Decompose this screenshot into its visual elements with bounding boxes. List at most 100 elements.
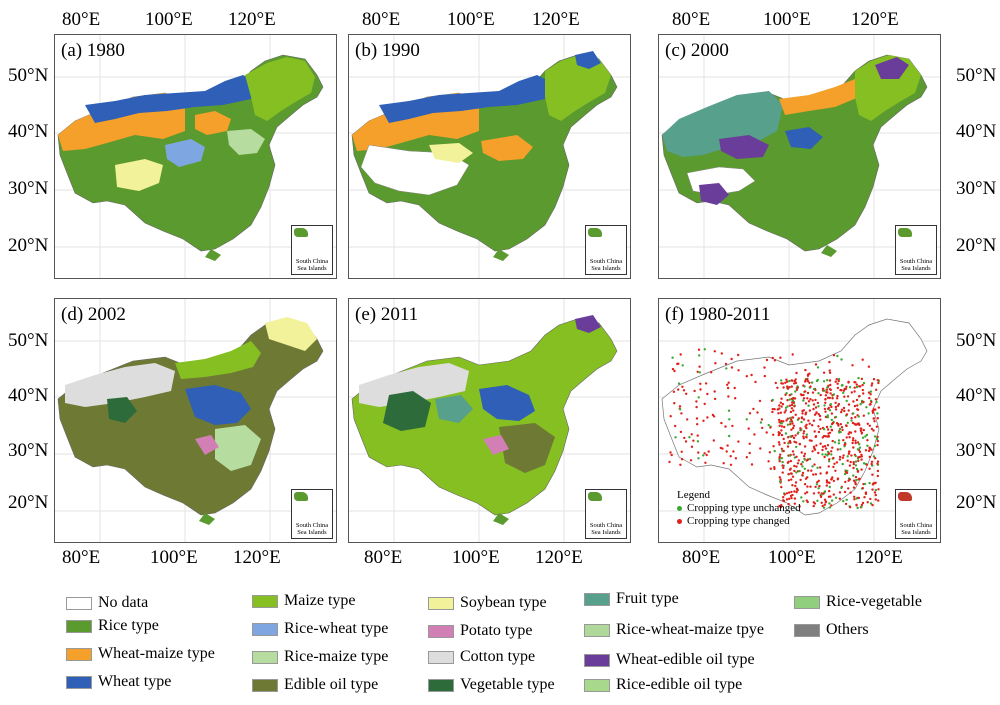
change-dot	[792, 426, 795, 430]
change-dot	[778, 460, 781, 463]
change-dot	[794, 381, 798, 385]
change-dot	[812, 504, 815, 508]
change-dot	[876, 460, 880, 463]
change-dot	[827, 460, 831, 463]
change-dot	[698, 371, 701, 374]
change-dot	[804, 425, 807, 428]
change-dot	[845, 436, 848, 439]
change-dot	[793, 397, 797, 400]
lat-tick-right: 20°N	[956, 235, 997, 256]
change-dot	[792, 401, 795, 405]
inset-label: South China Sea Islands	[295, 522, 329, 536]
change-dot	[779, 453, 782, 456]
change-dot	[793, 469, 796, 473]
change-dot	[876, 417, 879, 420]
change-dot	[857, 459, 860, 463]
lon-tick-bottom: 80°E	[364, 547, 403, 568]
change-dot	[872, 417, 875, 420]
change-dot	[783, 493, 786, 496]
change-dot	[706, 416, 709, 419]
change-dot	[817, 479, 820, 482]
change-dot	[840, 408, 844, 411]
change-dot	[836, 394, 839, 398]
change-dot	[867, 365, 871, 368]
change-dot	[874, 493, 877, 497]
change-dot	[737, 440, 740, 443]
change-dot	[780, 457, 783, 460]
change-dot	[793, 405, 796, 408]
change-dot	[794, 434, 797, 437]
change-dot	[821, 448, 824, 452]
change-dot	[783, 425, 786, 429]
change-dot	[790, 407, 794, 410]
change-dot	[855, 497, 858, 500]
change-dot	[673, 402, 676, 405]
change-dot	[805, 459, 808, 462]
change-dot	[830, 450, 833, 453]
map-panel-2002: (d) 2002 South China Sea Islands	[54, 298, 337, 543]
change-dot	[771, 410, 774, 414]
change-dot	[737, 353, 740, 357]
change-dot	[812, 387, 816, 391]
change-dot	[844, 502, 848, 506]
legend-item-rice-wheat: Rice-wheat type	[252, 621, 388, 637]
change-dot	[845, 385, 848, 388]
change-dot	[673, 369, 676, 373]
change-dot	[795, 455, 798, 458]
change-dot	[839, 448, 842, 451]
change-dot	[804, 378, 807, 382]
change-dot	[772, 433, 775, 436]
change-dot	[866, 422, 869, 425]
change-dot	[794, 484, 797, 488]
change-dot	[790, 397, 794, 401]
change-dot	[836, 382, 839, 385]
legend-swatch	[252, 678, 278, 692]
change-dot	[697, 348, 701, 351]
legend-label: Rice-wheat type	[284, 620, 389, 637]
change-dot	[780, 419, 783, 423]
change-dot	[867, 391, 871, 394]
change-dot	[676, 362, 679, 366]
change-dot	[811, 450, 814, 453]
change-dot	[834, 415, 838, 419]
change-dot	[800, 420, 803, 424]
change-dot	[785, 498, 789, 501]
change-dot	[841, 428, 844, 432]
change-dot	[859, 429, 863, 432]
change-dot	[845, 498, 848, 501]
change-dot	[790, 496, 793, 500]
change-dot	[704, 382, 708, 385]
change-dot	[848, 386, 852, 389]
change-dot	[832, 354, 836, 357]
change-dot	[799, 478, 802, 482]
panel-title-1980: (a) 1980	[61, 40, 125, 61]
change-dot	[767, 423, 770, 427]
change-dot	[720, 352, 723, 355]
change-dot	[786, 387, 790, 390]
lon-tick-top: 100°E	[145, 9, 193, 30]
change-dot	[812, 407, 815, 411]
legend-item-rice-wheat-maize: Rice-wheat-maize tpye	[584, 622, 764, 638]
change-dot	[806, 485, 809, 488]
inset-label: South China Sea Islands	[589, 522, 623, 536]
change-dot	[861, 388, 864, 392]
change-dot	[727, 395, 730, 398]
change-dot	[732, 450, 735, 453]
change-dot	[800, 496, 803, 499]
change-dot	[867, 412, 870, 415]
change-dot	[809, 385, 812, 388]
change-dot	[826, 416, 830, 419]
change-dot	[856, 506, 859, 510]
change-dot	[721, 447, 724, 450]
change-dot	[868, 481, 871, 485]
change-dot	[727, 381, 730, 384]
change-dot	[856, 408, 860, 411]
change-dot	[765, 431, 768, 434]
legend-swatch	[584, 653, 610, 667]
change-dot	[859, 403, 862, 406]
change-dot	[807, 404, 810, 407]
change-dot	[826, 386, 829, 389]
legend-swatch	[252, 622, 278, 636]
change-dot	[828, 485, 831, 489]
change-dot	[848, 436, 851, 439]
